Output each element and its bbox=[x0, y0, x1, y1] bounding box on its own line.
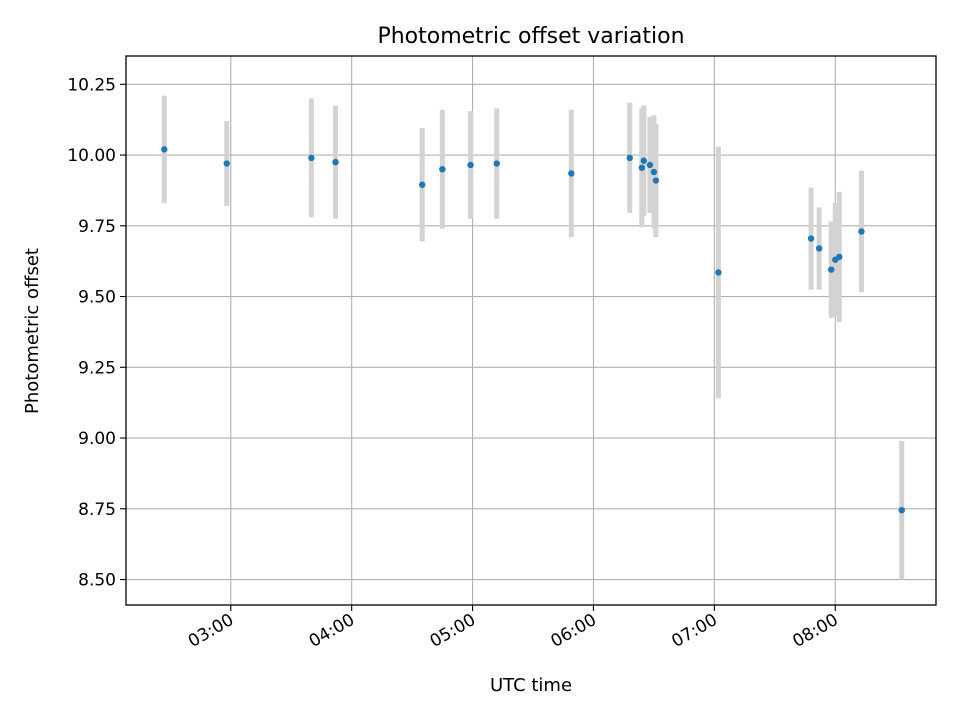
data-point bbox=[898, 506, 905, 514]
chart-title: Photometric offset variation bbox=[377, 24, 684, 49]
data-point bbox=[652, 177, 660, 184]
y-tick-label: 10.00 bbox=[67, 146, 116, 166]
x-tick-label: 03:00 bbox=[185, 610, 237, 652]
data-point bbox=[568, 170, 575, 177]
data-point bbox=[626, 154, 633, 162]
data-point bbox=[815, 245, 823, 252]
x-tick-label: 04:00 bbox=[306, 610, 358, 652]
x-tick-label: 08:00 bbox=[789, 610, 841, 652]
x-axis-label: UTC time bbox=[490, 675, 572, 696]
points-layer bbox=[161, 146, 905, 514]
data-point bbox=[223, 160, 230, 167]
data-point bbox=[439, 165, 446, 173]
data-point bbox=[828, 266, 835, 273]
x-tick-label: 05:00 bbox=[427, 610, 479, 652]
tick-layer: 03:00 04:00 05:00 06:00 07:00 08:00 8.50 8.75 9.… bbox=[67, 75, 841, 652]
data-point bbox=[161, 146, 168, 153]
data-point bbox=[646, 161, 654, 169]
data-point bbox=[638, 164, 646, 171]
y-axis-label: Photometric offset bbox=[22, 248, 43, 414]
grid-layer bbox=[126, 56, 936, 605]
data-point bbox=[467, 161, 474, 169]
plot-frame bbox=[125, 55, 937, 606]
data-point bbox=[640, 157, 648, 164]
data-point bbox=[308, 154, 315, 162]
data-point bbox=[418, 181, 426, 188]
y-tick-label: 8.75 bbox=[78, 500, 116, 520]
x-tick-label: 07:00 bbox=[668, 610, 720, 652]
data-point bbox=[715, 269, 722, 276]
data-point bbox=[650, 168, 658, 176]
y-tick-label: 9.50 bbox=[78, 288, 116, 308]
y-tick-label: 9.00 bbox=[78, 429, 116, 449]
y-tick-label: 10.25 bbox=[67, 75, 116, 95]
x-tick-label: 06:00 bbox=[548, 610, 600, 652]
data-point bbox=[807, 235, 815, 242]
data-point bbox=[493, 160, 500, 167]
data-point bbox=[332, 158, 339, 166]
y-tick-label: 8.50 bbox=[78, 571, 116, 591]
y-tick-label: 9.75 bbox=[78, 217, 116, 237]
errorbar-layer bbox=[161, 95, 905, 580]
data-point bbox=[858, 228, 865, 235]
y-tick-label: 9.25 bbox=[78, 358, 116, 378]
data-point bbox=[836, 253, 843, 261]
